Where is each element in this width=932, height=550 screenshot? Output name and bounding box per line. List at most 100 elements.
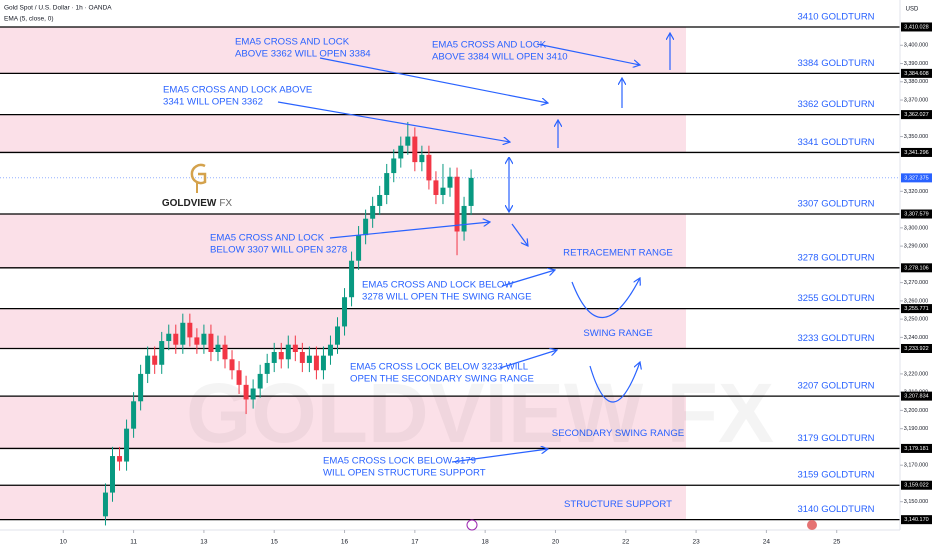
- candle-body: [208, 333, 214, 352]
- price-tag: [901, 110, 932, 120]
- price-tag: [901, 443, 932, 453]
- level-name: 3207 GOLDTURN: [797, 381, 874, 392]
- level-name: 3384 GOLDTURN: [797, 58, 874, 69]
- x-tick-label: 22: [622, 539, 630, 546]
- logo-suffix: FX: [219, 198, 232, 209]
- candle-body: [313, 355, 319, 371]
- zone: [0, 214, 686, 268]
- candle-body: [433, 180, 439, 195]
- y-tick-label: 3,240.000: [904, 335, 928, 341]
- candle-body: [349, 260, 355, 298]
- candle-body: [335, 326, 340, 345]
- candle-body: [166, 333, 172, 342]
- candle-body: [159, 341, 165, 365]
- candle-body: [299, 351, 305, 363]
- candle-body: [412, 136, 418, 163]
- candle-body: [194, 337, 200, 345]
- price-tag-label: 3,207.834: [904, 394, 928, 400]
- price-tag-label: 3,410.028: [904, 24, 928, 30]
- price-tag: [901, 343, 932, 353]
- annotation: BELOW 3307 WILL OPEN 3278: [210, 245, 347, 256]
- logo-icon: [190, 163, 207, 185]
- candle-body: [215, 344, 221, 352]
- price-tag-label: 3,140.170: [904, 517, 928, 523]
- price-tag-label: 3,233.922: [904, 346, 928, 352]
- candles: [102, 121, 474, 526]
- candle-body: [468, 177, 474, 206]
- candle-body: [138, 373, 144, 402]
- current-price-tag: [901, 173, 932, 183]
- arrow: [451, 449, 548, 463]
- price-tag: [901, 391, 932, 401]
- arrow: [319, 57, 548, 103]
- x-tick-label: 20: [552, 539, 560, 546]
- logo-name: GOLDVIEW: [162, 198, 217, 209]
- candle-body: [187, 322, 193, 338]
- x-tick-label: 11: [130, 539, 137, 546]
- x-tick-label: 10: [60, 539, 68, 546]
- annotation: EMA5 CROSS AND LOCK: [210, 233, 325, 244]
- candle-body: [250, 388, 256, 400]
- y-tick-label: 3,300.000: [904, 225, 928, 231]
- event-icon: [807, 520, 817, 530]
- level-name: 3159 GOLDTURN: [797, 470, 874, 481]
- candle-body: [342, 297, 348, 327]
- annotation: WILL OPEN STRUCTURE SUPPORT: [323, 468, 486, 479]
- zone-label: STRUCTURE SUPPORT: [564, 499, 672, 510]
- candle-body: [398, 145, 404, 159]
- candle-body: [356, 235, 362, 261]
- curve-arrow: [571, 278, 640, 319]
- arrow: [536, 43, 640, 65]
- candle-body: [426, 154, 432, 181]
- level-name: 3341 GOLDTURN: [797, 137, 874, 148]
- level-name: 3233 GOLDTURN: [797, 333, 874, 344]
- arrows: [277, 33, 670, 463]
- x-tick-label: 16: [341, 539, 349, 546]
- candle-body: [110, 456, 115, 493]
- x-tick-label: 18: [482, 539, 490, 546]
- y-tick-label: 3,320.000: [904, 189, 928, 195]
- candle-body: [264, 362, 270, 374]
- zone-label: SWING RANGE: [583, 328, 652, 339]
- annotation: EMA5 CROSS AND LOCK BELOW: [362, 280, 514, 291]
- price-tag: [901, 263, 932, 273]
- candle-body: [102, 492, 108, 517]
- zones: RETRACEMENT RANGE SWING RANGE SECONDARY SW…: [0, 26, 686, 520]
- candle-body: [377, 194, 383, 206]
- y-tick-label: 3,400.000: [904, 43, 928, 49]
- indicator-label: EMA (5, close, 0): [4, 16, 54, 23]
- price-tag-label: 3,159.022: [904, 483, 928, 489]
- arrow: [511, 223, 528, 246]
- candle-body: [447, 176, 453, 188]
- price-tag: [901, 515, 932, 525]
- annotation: ABOVE 3362 WILL OPEN 3384: [235, 49, 371, 60]
- price-tag: [901, 480, 932, 490]
- price-tag: [901, 304, 932, 314]
- x-tick-label: 15: [271, 539, 279, 546]
- annotation: OPEN THE SECONDARY SWING RANGE: [350, 374, 534, 385]
- price-tag: [901, 22, 932, 32]
- logo-text: GOLDVIEW FX: [162, 198, 233, 209]
- level-name: 3278 GOLDTURN: [797, 252, 874, 263]
- y-tick-label: 3,220.000: [904, 371, 928, 377]
- time-axis-panel: [0, 530, 932, 550]
- candle-body: [384, 173, 390, 195]
- axes: 3,400.000 3,390.000 3,380.000 3,370.000 3,35…: [60, 22, 932, 546]
- y-tick-label: 3,200.000: [904, 408, 928, 414]
- candle-body: [124, 428, 130, 462]
- candle-body: [236, 370, 242, 385]
- price-tag-label: 3,384.608: [904, 71, 928, 77]
- zone-label: SECONDARY SWING RANGE: [552, 428, 684, 439]
- y-tick-label: 3,390.000: [904, 61, 928, 67]
- level-name: 3179 GOLDTURN: [797, 433, 874, 444]
- price-tag-label: 3,362.027: [904, 112, 928, 118]
- price-axis-panel: [900, 0, 932, 550]
- price-tag-label: 3,179.181: [904, 446, 928, 452]
- zone: [0, 114, 686, 153]
- candle-body: [454, 176, 460, 232]
- x-tick-label: 23: [692, 539, 700, 546]
- candle-body: [243, 384, 249, 400]
- level-name: 3255 GOLDTURN: [797, 293, 874, 304]
- arrow: [499, 350, 557, 369]
